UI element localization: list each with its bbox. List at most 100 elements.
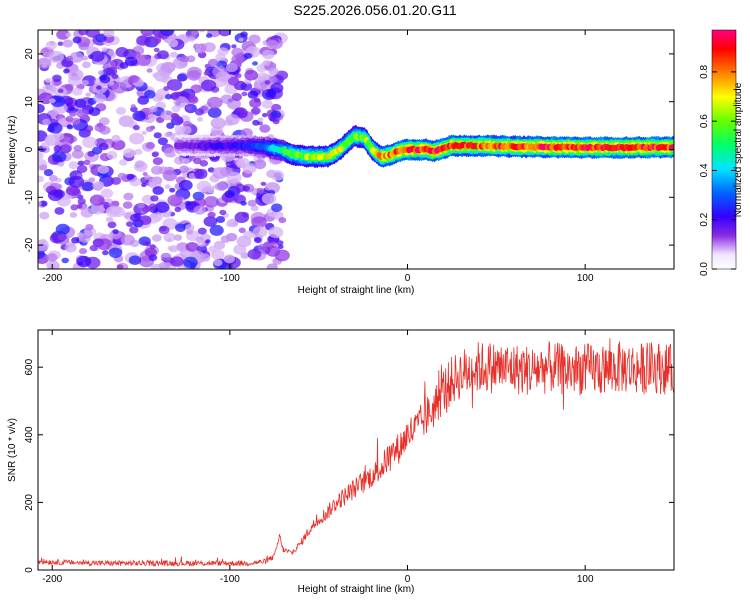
spectrogram-noise-blob <box>270 170 285 181</box>
spectrogram-noise-blob <box>112 229 119 235</box>
spectrogram-noise-blob <box>93 93 107 103</box>
spectrogram-noise-blob <box>57 88 64 94</box>
spectrogram-noise-blob <box>72 36 82 44</box>
spectrogram-noise-blob <box>199 30 205 33</box>
spectrogram-noise-blob <box>151 165 163 175</box>
spectrogram-noise-blob <box>130 213 141 222</box>
spectrogram-noise-blob <box>152 213 163 222</box>
spectrogram-noise-blob <box>153 47 160 53</box>
spectrogram-noise-blob <box>178 179 193 191</box>
spectrogram-noise-blob <box>120 234 135 246</box>
spectrogram-noise-blob <box>241 91 248 97</box>
spectrogram-noise-blob <box>266 39 279 50</box>
spectrogram-noise-blob <box>184 200 192 206</box>
spectrogram-noise-blob <box>54 207 65 215</box>
spectrogram-x-tick-label: 100 <box>577 273 594 284</box>
spectrogram-noise-blob <box>150 195 159 202</box>
spectrogram-noise-blob <box>264 80 271 85</box>
spectrogram-noise-blob <box>45 40 57 50</box>
spectrogram-noise-blob <box>41 63 48 68</box>
spectrogram-noise-blob <box>215 216 226 223</box>
spectrogram-noise-blob <box>39 200 48 207</box>
chart-title: S225.2026.056.01.20.G11 <box>293 2 457 18</box>
spectrogram-noise-blob <box>160 61 176 74</box>
spectrogram-noise-blob <box>39 211 50 220</box>
snr-marks <box>38 338 674 567</box>
spectrogram-noise-blob <box>174 206 182 213</box>
spectrogram-noise-blob <box>215 181 228 192</box>
spectrogram-noise-blob <box>105 66 118 76</box>
spectrogram-noise-blob <box>141 130 147 135</box>
spectrogram-noise-blob <box>54 132 65 141</box>
spectrogram-noise-blob <box>244 69 259 81</box>
spectrogram-noise-blob <box>145 141 156 150</box>
spectrogram-noise-blob <box>277 244 284 249</box>
spectrogram-noise-blob <box>52 74 62 83</box>
spectrogram-noise-blob <box>55 223 70 235</box>
spectrogram-noise-blob <box>196 180 212 193</box>
spectrogram-noise-blob <box>193 157 202 165</box>
spectrogram-noise-blob <box>149 105 158 113</box>
spectrogram-noise-blob <box>97 165 110 174</box>
snr-series-line <box>38 338 674 567</box>
spectrogram-noise-blob <box>89 194 105 206</box>
spectrogram-noise-blob <box>152 72 160 79</box>
spectrogram-noise-blob <box>83 159 91 166</box>
spectrogram-noise-blob <box>134 160 145 168</box>
spectrogram-noise-blob <box>160 252 172 261</box>
spectrogram-noise-blob <box>57 233 67 241</box>
spectrogram-noise-blob <box>253 159 267 170</box>
spectrogram-noise-blob <box>106 150 118 160</box>
spectrogram-noise-blob <box>129 226 139 234</box>
spectrogram-noise-blob <box>63 136 71 142</box>
spectrogram-noise-blob <box>73 145 83 152</box>
spectrogram-noise-blob <box>80 207 94 218</box>
spectrogram-noise-blob <box>223 254 235 264</box>
snr-frame <box>37 329 675 571</box>
spectrogram-noise-blob <box>261 99 273 109</box>
spectrogram-noise-blob <box>144 241 151 247</box>
spectrogram-noise-blob <box>247 199 257 207</box>
spectrogram-noise-blob <box>160 30 175 37</box>
spectrogram-noise-blob <box>57 161 64 167</box>
spectrogram-noise-blob <box>46 253 58 262</box>
spectrogram-noise-blob <box>100 188 114 198</box>
spectrogram-noise-blob <box>186 105 193 111</box>
spectrogram-noise-blob <box>167 194 183 207</box>
spectrogram-noise-blob <box>137 203 145 209</box>
spectrogram-noise-blob <box>96 85 102 90</box>
spectrogram-noise-blob <box>66 55 74 62</box>
spectrogram-noise-blob <box>249 98 262 108</box>
spectrogram-noise-blob <box>193 205 206 215</box>
spectrogram-noise-blob <box>136 35 150 46</box>
spectrogram-noise-blob <box>194 43 202 50</box>
spectrogram-noise-blob <box>68 106 75 112</box>
spectrogram-noise-blob <box>122 201 133 209</box>
spectrogram-noise-blob <box>134 148 143 155</box>
spectrogram-noise-blob <box>231 44 237 49</box>
spectrogram-noise-blob <box>119 62 129 69</box>
spectrogram-noise-blob <box>210 117 226 129</box>
spectrogram-noise-blob <box>119 159 128 166</box>
spectrogram-noise-blob <box>68 175 85 188</box>
spectrogram-noise-blob <box>194 108 205 116</box>
spectrogram-noise-blob <box>188 95 198 103</box>
spectrogram-noise-blob <box>71 237 80 244</box>
colorbar-tick-label: 0.0 <box>699 262 710 276</box>
spectrogram-noise-blob <box>170 256 184 267</box>
spectrogram-noise-blob <box>51 151 67 163</box>
spectrogram-noise-blob <box>231 54 244 64</box>
spectrogram-noise-blob <box>197 117 203 122</box>
spectrogram-noise-blob <box>173 234 183 241</box>
spectrogram-ridge-cell <box>670 144 674 151</box>
spectrogram-noise-blob <box>268 67 279 76</box>
spectrogram-noise-blob <box>71 149 84 159</box>
spectrogram-noise-blob <box>98 142 109 151</box>
spectrogram-noise-blob <box>251 107 261 115</box>
spectrogram-noise-blob <box>164 184 171 189</box>
spectrogram-noise-blob <box>145 126 154 132</box>
spectrogram-noise-blob <box>140 30 155 37</box>
spectrogram-noise-blob <box>235 184 246 193</box>
spectrogram-noise-blob <box>197 227 207 235</box>
